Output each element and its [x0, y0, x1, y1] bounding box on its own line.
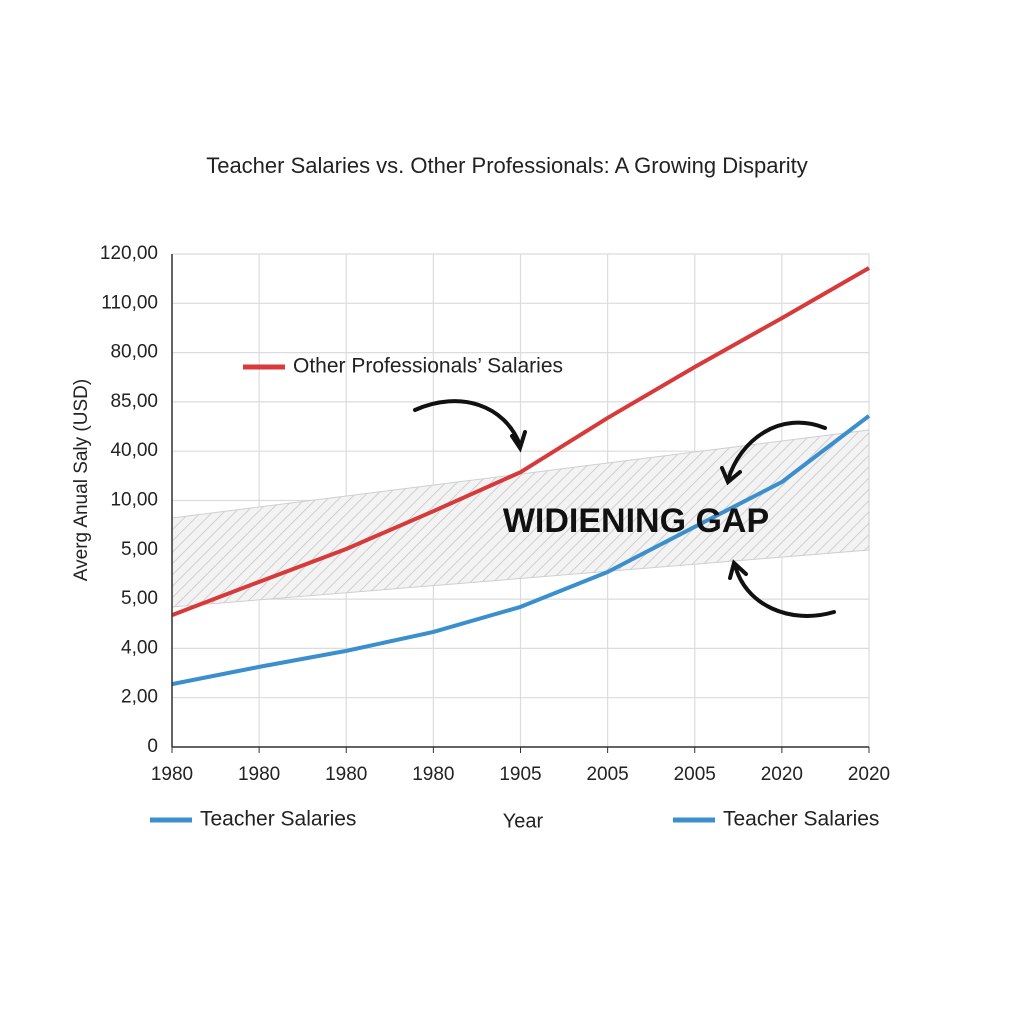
y-tick-label: 80,00 [110, 342, 158, 363]
x-tick-label: 2020 [761, 764, 803, 785]
x-tick-label: 1980 [238, 764, 280, 785]
legend-label: Teacher Salaries [723, 808, 879, 831]
y-tick-label: 85,00 [110, 391, 158, 412]
x-axis-label: Year [503, 810, 544, 832]
x-tick-label: 2020 [848, 764, 890, 785]
arrow-head [510, 430, 527, 453]
y-tick-label: 110,00 [101, 292, 158, 313]
y-tick-label: 120,00 [100, 243, 158, 264]
arrow [726, 420, 827, 482]
y-axis-label: Averg Anual Saly (USD) [71, 379, 92, 581]
plot [171, 266, 871, 687]
arrow-head [720, 466, 742, 486]
annotation: WIDIENING GAP [503, 502, 769, 540]
arrow [413, 399, 522, 447]
y-tick-label: 40,00 [110, 440, 158, 461]
x-tick-label: 2005 [674, 764, 716, 785]
x-tick-label: 1905 [499, 764, 541, 785]
y-tick-label: 10,00 [110, 490, 158, 511]
y-tick-label: 0 [147, 736, 158, 757]
arrows [413, 399, 836, 618]
series-line [171, 266, 870, 617]
chart-title: Teacher Salaries vs. Other Professionals… [206, 153, 808, 178]
series-line [171, 414, 871, 687]
y-tick-label: 4,00 [121, 637, 158, 658]
x-tick-label: 1980 [151, 764, 193, 785]
legend-label: Other Professionals’ Salaries [293, 355, 563, 378]
x-tick-label: 1980 [325, 764, 367, 785]
y-tick-label: 5,00 [121, 539, 158, 560]
y-tick-label: 5,00 [121, 588, 158, 609]
legend-label: Teacher Salaries [200, 808, 356, 831]
x-tick-label: 2005 [586, 764, 628, 785]
arrow-head [728, 559, 748, 580]
arrow [733, 563, 836, 618]
x-tick-label: 1980 [412, 764, 454, 785]
y-tick-label: 2,00 [121, 687, 158, 708]
